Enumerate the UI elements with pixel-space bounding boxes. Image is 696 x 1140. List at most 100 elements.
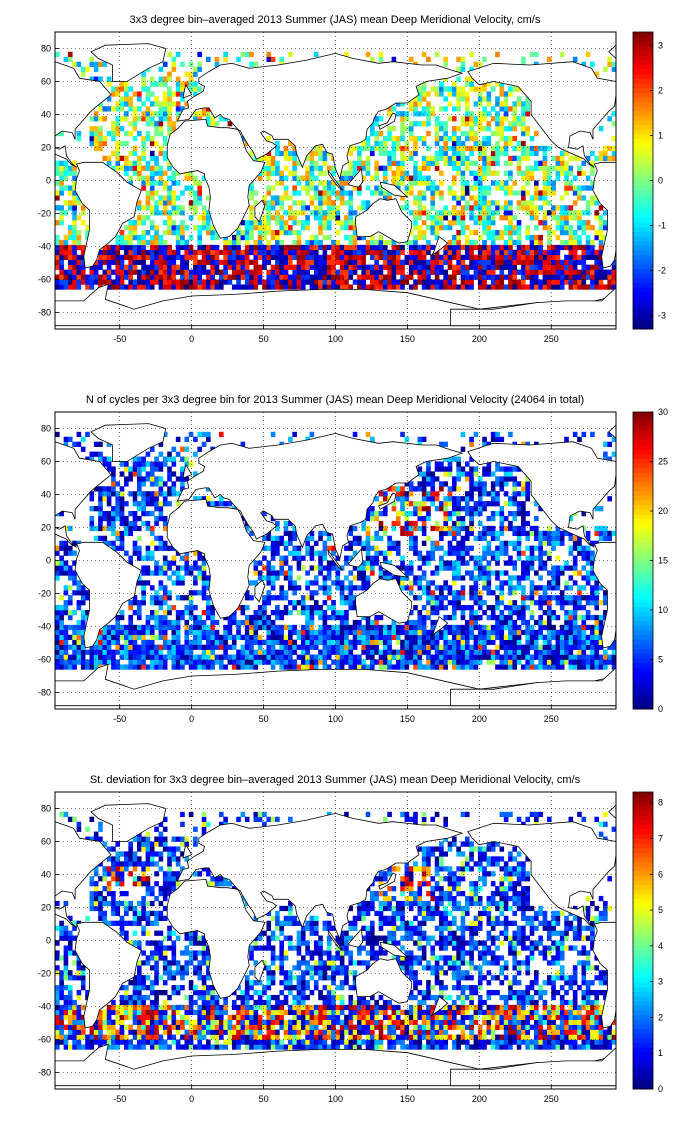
heatmap-cell bbox=[171, 486, 177, 492]
heatmap-cell bbox=[559, 279, 565, 285]
heatmap-cell bbox=[374, 659, 379, 665]
heatmap-cell bbox=[167, 160, 172, 166]
heatmap-cell bbox=[546, 264, 552, 270]
heatmap-cell bbox=[171, 274, 177, 280]
heatmap-cell bbox=[141, 511, 146, 517]
heatmap-cell bbox=[322, 185, 328, 191]
heatmap-cell bbox=[240, 264, 246, 270]
heatmap-cell bbox=[193, 575, 198, 581]
heatmap-cell bbox=[443, 466, 448, 472]
heatmap-cell bbox=[197, 624, 203, 631]
heatmap-cell bbox=[162, 111, 168, 117]
heatmap-cell bbox=[175, 491, 181, 497]
heatmap-cell bbox=[598, 215, 604, 221]
heatmap-cell bbox=[326, 575, 332, 581]
heatmap-cell bbox=[149, 634, 155, 640]
heatmap-cell bbox=[149, 540, 155, 546]
heatmap-cell bbox=[162, 264, 168, 270]
colorbar-band bbox=[633, 120, 653, 126]
heatmap-cell bbox=[495, 121, 500, 127]
heatmap-cell bbox=[223, 274, 228, 280]
heatmap-cell bbox=[149, 610, 155, 616]
heatmap-cell bbox=[98, 140, 103, 147]
heatmap-cell bbox=[503, 101, 509, 107]
heatmap-cell bbox=[482, 195, 487, 201]
heatmap-cell bbox=[421, 195, 427, 201]
heatmap-cell bbox=[477, 96, 483, 102]
colorbar-band bbox=[633, 315, 653, 321]
heatmap-cell bbox=[413, 644, 418, 650]
heatmap-cell bbox=[546, 190, 552, 196]
heatmap-cell bbox=[348, 644, 354, 650]
heatmap-cell bbox=[352, 239, 358, 246]
heatmap-cell bbox=[223, 239, 228, 246]
heatmap-cell bbox=[206, 634, 211, 640]
land-mass bbox=[467, 61, 617, 168]
heatmap-cell bbox=[206, 605, 211, 611]
heatmap-cell bbox=[460, 545, 466, 551]
heatmap-cell bbox=[344, 654, 349, 660]
heatmap-cell bbox=[249, 530, 254, 537]
heatmap-cell bbox=[322, 170, 328, 176]
heatmap-cell bbox=[331, 639, 336, 645]
heatmap-cell bbox=[590, 284, 595, 290]
heatmap-cell bbox=[270, 284, 276, 290]
heatmap-cell bbox=[193, 71, 198, 77]
heatmap-cell bbox=[382, 190, 388, 196]
heatmap-cell bbox=[482, 126, 487, 132]
heatmap-cell bbox=[460, 525, 466, 532]
heatmap-cell bbox=[352, 629, 358, 636]
heatmap-cell bbox=[106, 639, 112, 645]
heatmap-cell bbox=[214, 254, 220, 260]
heatmap-cell bbox=[447, 274, 453, 280]
heatmap-cell bbox=[611, 269, 617, 275]
heatmap-cell bbox=[98, 249, 103, 256]
heatmap-cell bbox=[180, 614, 185, 621]
heatmap-cell bbox=[184, 101, 190, 107]
heatmap-cell bbox=[361, 200, 367, 206]
heatmap-cell bbox=[270, 269, 276, 275]
heatmap-cell bbox=[253, 269, 259, 275]
heatmap-cell bbox=[529, 259, 535, 265]
heatmap-cell bbox=[365, 644, 371, 650]
heatmap-cell bbox=[413, 106, 418, 112]
heatmap-cell bbox=[611, 279, 617, 285]
heatmap-cell bbox=[149, 259, 155, 265]
heatmap-cell bbox=[357, 634, 362, 640]
heatmap-cell bbox=[162, 150, 168, 157]
heatmap-cell bbox=[115, 101, 121, 107]
heatmap-cell bbox=[132, 520, 138, 527]
heatmap-cell bbox=[141, 501, 146, 507]
heatmap-cell bbox=[145, 264, 151, 270]
heatmap-cell bbox=[357, 535, 362, 541]
heatmap-cell bbox=[279, 565, 285, 571]
heatmap-cell bbox=[417, 180, 423, 186]
heatmap-cell bbox=[439, 284, 444, 290]
heatmap-cell bbox=[482, 106, 487, 112]
heatmap-cell bbox=[193, 590, 198, 596]
heatmap-cell bbox=[119, 634, 125, 640]
heatmap-cell bbox=[275, 140, 280, 147]
heatmap-cell bbox=[430, 600, 436, 606]
heatmap-cell bbox=[162, 570, 168, 576]
heatmap-cell bbox=[279, 540, 285, 546]
heatmap-cell bbox=[361, 249, 367, 256]
heatmap-cell bbox=[361, 165, 367, 171]
heatmap-cell bbox=[331, 185, 336, 191]
heatmap-cell bbox=[326, 225, 332, 231]
heatmap-cell bbox=[404, 501, 410, 507]
heatmap-cell bbox=[76, 254, 82, 260]
heatmap-cell bbox=[361, 664, 367, 670]
heatmap-cell bbox=[408, 520, 414, 527]
heatmap-cell bbox=[339, 225, 345, 231]
heatmap-cell bbox=[413, 535, 418, 541]
heatmap-cell bbox=[72, 249, 77, 256]
panel-cycle-count: N of cycles per 3x3 degree bin for 2013 … bbox=[0, 380, 696, 760]
heatmap-cell bbox=[331, 254, 336, 260]
heatmap-cell bbox=[305, 249, 310, 256]
heatmap-cell bbox=[439, 190, 444, 196]
heatmap-cell bbox=[370, 239, 375, 246]
heatmap-cell bbox=[175, 234, 181, 241]
heatmap-cell bbox=[128, 634, 133, 640]
heatmap-cell bbox=[421, 106, 427, 112]
